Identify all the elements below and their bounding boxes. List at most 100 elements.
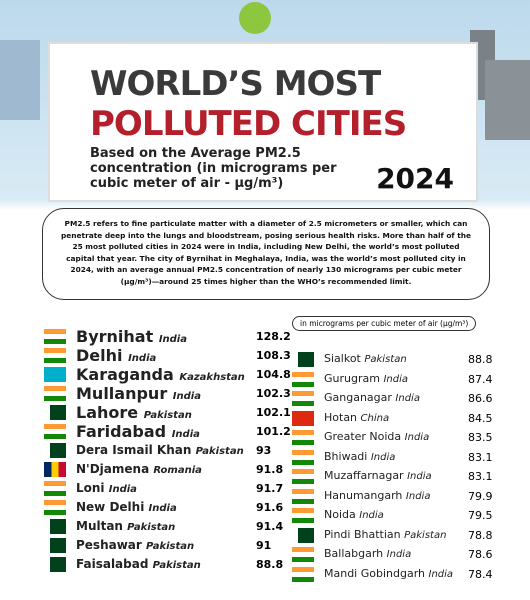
country: India bbox=[148, 503, 177, 514]
city: N'Djamena Romania bbox=[76, 462, 202, 476]
city: Pindi Bhattian Pakistan bbox=[324, 528, 446, 541]
city: Ganganagar India bbox=[324, 391, 420, 404]
city-row: Faridabad India 101.2 bbox=[44, 422, 291, 441]
flag bbox=[44, 405, 66, 420]
city-row: Ballabgarh India 78.6 bbox=[292, 545, 522, 565]
country: India bbox=[171, 429, 200, 440]
city-row: New Delhi India 91.6 bbox=[44, 498, 284, 517]
city-name: New Delhi bbox=[76, 500, 145, 514]
flag bbox=[44, 329, 66, 344]
title: WORLD’S MOST bbox=[90, 64, 381, 104]
city-row: Peshawar Pakistan 91 bbox=[44, 536, 284, 555]
flag bbox=[292, 566, 314, 582]
city: Hanumangarh India bbox=[324, 489, 430, 502]
city-name: Karaganda bbox=[76, 365, 174, 384]
city: Sialkot Pakistan bbox=[324, 352, 407, 365]
country: India bbox=[128, 353, 157, 364]
city-name: Hotan bbox=[324, 410, 358, 424]
subtitle: Based on the Average PM2.5 concentration… bbox=[90, 146, 337, 191]
country: Pakistan bbox=[364, 354, 407, 365]
intro-text: , the world’s most polluted capital that… bbox=[66, 242, 460, 263]
pm25-value: 91 bbox=[256, 539, 272, 552]
city: Loni India bbox=[76, 481, 137, 495]
pm25-value: 93 bbox=[256, 444, 272, 457]
city-row: Faisalabad Pakistan 88.8 bbox=[44, 555, 284, 574]
flag bbox=[44, 348, 66, 363]
flag bbox=[44, 557, 66, 572]
city-row: Gurugram India 87.4 bbox=[292, 370, 522, 390]
city: Faridabad India bbox=[76, 422, 200, 441]
pm25-value: 84.5 bbox=[468, 411, 493, 425]
country: India bbox=[395, 393, 420, 404]
country: India bbox=[407, 471, 432, 482]
city-name: Loni bbox=[76, 481, 105, 495]
pm25-value: 108.3 bbox=[256, 349, 291, 362]
city: Greater Noida India bbox=[324, 430, 429, 443]
country: India bbox=[158, 334, 187, 345]
flag bbox=[44, 367, 66, 382]
city-row: Bhiwadi India 83.1 bbox=[292, 448, 522, 468]
country: Pakistan bbox=[195, 446, 244, 457]
country: India bbox=[386, 549, 412, 560]
city-name: Byrnihat bbox=[76, 327, 154, 346]
city: Delhi India bbox=[76, 346, 156, 365]
city-name: Noida bbox=[324, 508, 356, 521]
city-name: Delhi bbox=[76, 346, 123, 365]
city-name: Lahore bbox=[76, 403, 139, 422]
city-row: Dera Ismail Khan Pakistan 93 bbox=[44, 441, 284, 460]
country: Pakistan bbox=[404, 529, 447, 541]
city-name: Sialkot bbox=[324, 352, 361, 365]
pm25-value: 91.7 bbox=[256, 482, 284, 495]
country: India bbox=[404, 432, 430, 443]
pm25-value: 79.9 bbox=[468, 489, 493, 503]
pm25-value: 78.8 bbox=[468, 528, 493, 542]
city: Bhiwadi India bbox=[324, 450, 395, 463]
intro-text: in Meghalaya, India, was the world’s mos… bbox=[70, 253, 466, 286]
city: Faisalabad Pakistan bbox=[76, 557, 201, 571]
city: Byrnihat India bbox=[76, 327, 187, 346]
flag bbox=[292, 508, 314, 523]
flag bbox=[44, 386, 66, 401]
country: India bbox=[359, 510, 384, 521]
city-name: Greater Noida bbox=[324, 430, 402, 443]
flag bbox=[292, 488, 314, 504]
country: India bbox=[405, 490, 431, 502]
title-box: WORLD’S MOST POLLUTED CITIES Based on th… bbox=[48, 42, 478, 202]
flag bbox=[292, 352, 314, 367]
city-name: Dera Ismail Khan bbox=[76, 443, 192, 457]
pm25-value: 86.6 bbox=[468, 392, 493, 405]
city-row: Hotan China 84.5 bbox=[292, 409, 522, 429]
pm25-value: 88.8 bbox=[256, 558, 284, 571]
country: Pakistan bbox=[127, 522, 176, 533]
flag bbox=[292, 547, 314, 562]
city-row: Pindi Bhattian Pakistan 78.8 bbox=[292, 526, 522, 546]
flag bbox=[44, 538, 66, 553]
city-name: N'Djamena bbox=[76, 462, 150, 476]
flag bbox=[292, 391, 314, 406]
country: India bbox=[383, 373, 408, 385]
pm25-value: 102.1 bbox=[256, 406, 291, 419]
city-row: N'Djamena Romania 91.8 bbox=[44, 460, 284, 479]
flag bbox=[44, 462, 66, 477]
pm25-value: 78.4 bbox=[468, 567, 493, 581]
city-row: Ganganagar India 86.6 bbox=[292, 389, 522, 409]
pm25-value: 79.5 bbox=[468, 509, 493, 522]
pm25-value: 101.2 bbox=[256, 425, 291, 438]
pm25-value: 91.4 bbox=[256, 520, 284, 533]
intro-text: New Delhi bbox=[304, 242, 347, 251]
country: Pakistan bbox=[143, 410, 192, 421]
country: India bbox=[108, 484, 137, 495]
pm25-value: 78.6 bbox=[468, 548, 493, 561]
city: Mandi Gobindgarh India bbox=[324, 567, 453, 580]
pm25-value: 102.3 bbox=[256, 387, 291, 400]
flag bbox=[44, 500, 66, 515]
city: Lahore Pakistan bbox=[76, 403, 192, 422]
title: POLLUTED CITIES bbox=[90, 104, 407, 144]
pm25-value: 91.8 bbox=[256, 463, 284, 476]
city: Mullanpur India bbox=[76, 384, 201, 403]
city-row: Greater Noida India 83.5 bbox=[292, 428, 522, 448]
city-name: Bhiwadi bbox=[324, 449, 368, 463]
country: India bbox=[428, 568, 454, 580]
city-row: Mullanpur India 102.3 bbox=[44, 384, 291, 403]
